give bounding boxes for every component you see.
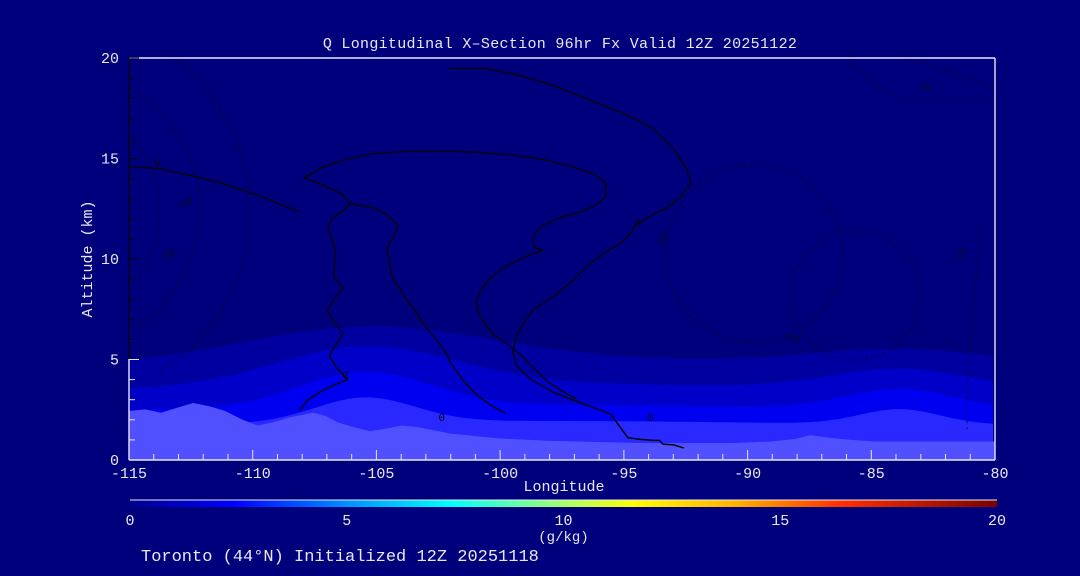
svg-text:-80: -80 [981, 466, 1008, 483]
svg-text:20: 20 [101, 51, 119, 68]
svg-text:Q Longitudinal X–Section 96hr: Q Longitudinal X–Section 96hr Fx Valid 1… [323, 36, 797, 53]
svg-text:0: 0 [125, 513, 134, 530]
svg-text:-105: -105 [358, 466, 394, 483]
svg-text:10: 10 [101, 252, 119, 269]
svg-text:10: 10 [554, 513, 572, 530]
svg-text:-90: -90 [734, 466, 761, 483]
svg-text:15: 15 [771, 513, 789, 530]
svg-text:5: 5 [342, 513, 351, 530]
svg-text:0: 0 [635, 218, 642, 230]
svg-text:5: 5 [110, 353, 119, 370]
svg-text:Toronto (44°N) Initialized 12Z: Toronto (44°N) Initialized 12Z 20251118 [141, 548, 539, 567]
svg-text:-85: -85 [858, 466, 885, 483]
svg-text:20: 20 [988, 513, 1006, 530]
svg-text:0: 0 [647, 413, 654, 425]
svg-text:0: 0 [154, 158, 161, 170]
svg-text:15: 15 [101, 152, 119, 169]
svg-text:Longitude: Longitude [523, 479, 604, 496]
svg-text:-100: -100 [482, 466, 518, 483]
svg-text:(g/kg): (g/kg) [538, 530, 588, 546]
svg-text:0: 0 [110, 453, 119, 470]
svg-text:0: 0 [342, 371, 349, 383]
svg-text:-110: -110 [235, 466, 271, 483]
svg-text:Altitude (km): Altitude (km) [80, 200, 97, 317]
svg-text:-95: -95 [610, 466, 637, 483]
svg-text:0: 0 [438, 413, 445, 425]
